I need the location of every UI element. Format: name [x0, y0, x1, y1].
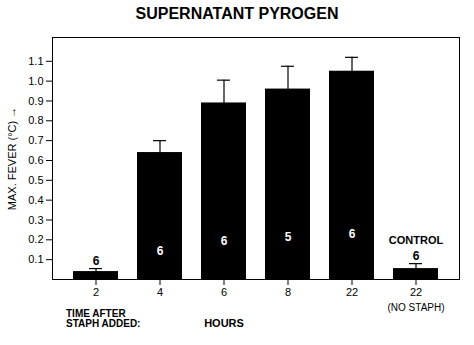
svg-text:MAX. FEVER (°C) →: MAX. FEVER (°C) → [6, 107, 18, 210]
svg-text:6: 6 [221, 234, 228, 248]
svg-text:0.7: 0.7 [28, 134, 43, 146]
svg-text:1.1: 1.1 [28, 55, 43, 67]
svg-text:CONTROL: CONTROL [389, 234, 444, 246]
svg-text:(NO STAPH): (NO STAPH) [387, 302, 444, 313]
svg-text:HOURS: HOURS [204, 317, 244, 329]
svg-text:22: 22 [410, 286, 422, 298]
svg-text:2: 2 [93, 286, 99, 298]
svg-text:8: 8 [285, 286, 291, 298]
html-text:SUPERNATANT PYROGEN: SUPERNATANT PYROGEN [135, 5, 339, 22]
svg-text:6: 6 [157, 244, 164, 258]
svg-text:0.6: 0.6 [28, 154, 43, 166]
svg-text:0.9: 0.9 [28, 94, 43, 106]
svg-text:22: 22 [346, 286, 358, 298]
svg-text:0.1: 0.1 [28, 253, 43, 265]
svg-text:1.0: 1.0 [28, 75, 43, 87]
svg-text:6: 6 [221, 286, 227, 298]
svg-text:6: 6 [349, 227, 356, 241]
svg-text:0.4: 0.4 [28, 194, 43, 206]
svg-text:5: 5 [285, 230, 292, 244]
svg-text:0.8: 0.8 [28, 114, 43, 126]
svg-text:4: 4 [157, 286, 163, 298]
svg-text:0.5: 0.5 [28, 174, 43, 186]
svg-text:0.3: 0.3 [28, 214, 43, 226]
svg-text:6: 6 [93, 254, 100, 268]
svg-text:TIME AFTERSTAPH ADDED:: TIME AFTERSTAPH ADDED: [66, 308, 140, 329]
svg-text:6: 6 [413, 249, 420, 263]
svg-text:0.2: 0.2 [28, 233, 43, 245]
